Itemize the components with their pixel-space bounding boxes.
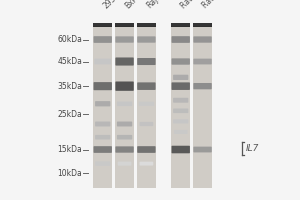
FancyBboxPatch shape [172, 58, 190, 65]
Text: Raji: Raji [145, 0, 161, 10]
FancyBboxPatch shape [94, 146, 112, 153]
FancyBboxPatch shape [117, 101, 132, 106]
FancyBboxPatch shape [95, 122, 110, 126]
FancyBboxPatch shape [194, 83, 212, 89]
FancyBboxPatch shape [194, 147, 212, 152]
Bar [171, 23, 190, 27]
Text: 45kDa: 45kDa [58, 57, 82, 66]
FancyBboxPatch shape [94, 36, 112, 43]
FancyBboxPatch shape [116, 81, 134, 91]
FancyBboxPatch shape [173, 119, 188, 123]
FancyBboxPatch shape [140, 122, 153, 126]
Bar [193, 23, 212, 27]
Text: IL7: IL7 [246, 144, 259, 153]
FancyBboxPatch shape [140, 162, 153, 166]
FancyBboxPatch shape [173, 75, 188, 80]
FancyBboxPatch shape [118, 162, 131, 166]
Text: 293T: 293T [101, 0, 121, 10]
Text: 35kDa: 35kDa [58, 82, 82, 91]
FancyBboxPatch shape [137, 36, 156, 43]
FancyBboxPatch shape [95, 135, 110, 139]
FancyBboxPatch shape [94, 59, 111, 64]
FancyBboxPatch shape [137, 146, 156, 153]
FancyBboxPatch shape [172, 146, 190, 153]
Text: 15kDa: 15kDa [58, 145, 82, 154]
FancyBboxPatch shape [137, 82, 156, 90]
FancyBboxPatch shape [172, 36, 190, 43]
Text: 10kDa: 10kDa [58, 169, 82, 178]
Bar [137, 23, 156, 27]
FancyBboxPatch shape [139, 102, 154, 106]
Bar [193, 26, 212, 188]
FancyBboxPatch shape [117, 122, 132, 126]
Text: Rat thymus: Rat thymus [201, 0, 239, 10]
Text: 60kDa: 60kDa [58, 35, 82, 44]
FancyBboxPatch shape [116, 36, 134, 43]
FancyBboxPatch shape [173, 98, 188, 103]
Bar [115, 23, 134, 27]
Bar [93, 26, 112, 188]
FancyBboxPatch shape [137, 58, 156, 65]
FancyBboxPatch shape [116, 57, 134, 66]
FancyBboxPatch shape [95, 101, 110, 106]
FancyBboxPatch shape [172, 82, 190, 90]
Bar [171, 26, 190, 188]
FancyBboxPatch shape [194, 36, 212, 43]
FancyBboxPatch shape [117, 135, 132, 139]
FancyBboxPatch shape [95, 161, 110, 166]
FancyBboxPatch shape [194, 59, 212, 64]
FancyBboxPatch shape [173, 109, 188, 113]
FancyBboxPatch shape [174, 130, 188, 134]
Bar [93, 23, 112, 27]
Text: Rat liver: Rat liver [179, 0, 208, 10]
FancyBboxPatch shape [94, 82, 112, 90]
Bar [115, 26, 134, 188]
Bar [137, 26, 156, 188]
Text: 25kDa: 25kDa [58, 110, 82, 119]
FancyBboxPatch shape [116, 146, 134, 153]
Text: BxPC-3: BxPC-3 [123, 0, 148, 10]
